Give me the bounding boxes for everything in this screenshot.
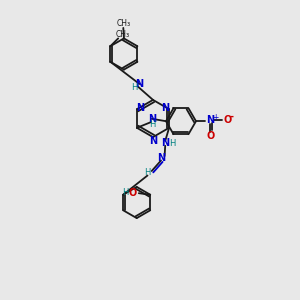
- Text: H: H: [169, 139, 175, 148]
- Text: -: -: [230, 112, 234, 122]
- Text: O: O: [224, 115, 232, 125]
- Text: H: H: [131, 83, 137, 92]
- Text: O: O: [128, 188, 136, 198]
- Text: N: N: [135, 79, 144, 89]
- Text: H: H: [144, 168, 151, 177]
- Text: N: N: [149, 136, 157, 146]
- Text: H: H: [122, 188, 129, 197]
- Text: CH₃: CH₃: [115, 30, 130, 39]
- Text: N: N: [161, 138, 169, 148]
- Text: N: N: [136, 103, 144, 113]
- Text: N: N: [157, 153, 165, 163]
- Text: O: O: [206, 131, 214, 141]
- Text: N: N: [161, 103, 169, 113]
- Text: +: +: [212, 113, 218, 122]
- Text: H: H: [149, 120, 155, 129]
- Text: N: N: [148, 114, 156, 124]
- Text: N: N: [206, 115, 214, 125]
- Text: CH₃: CH₃: [116, 19, 130, 28]
